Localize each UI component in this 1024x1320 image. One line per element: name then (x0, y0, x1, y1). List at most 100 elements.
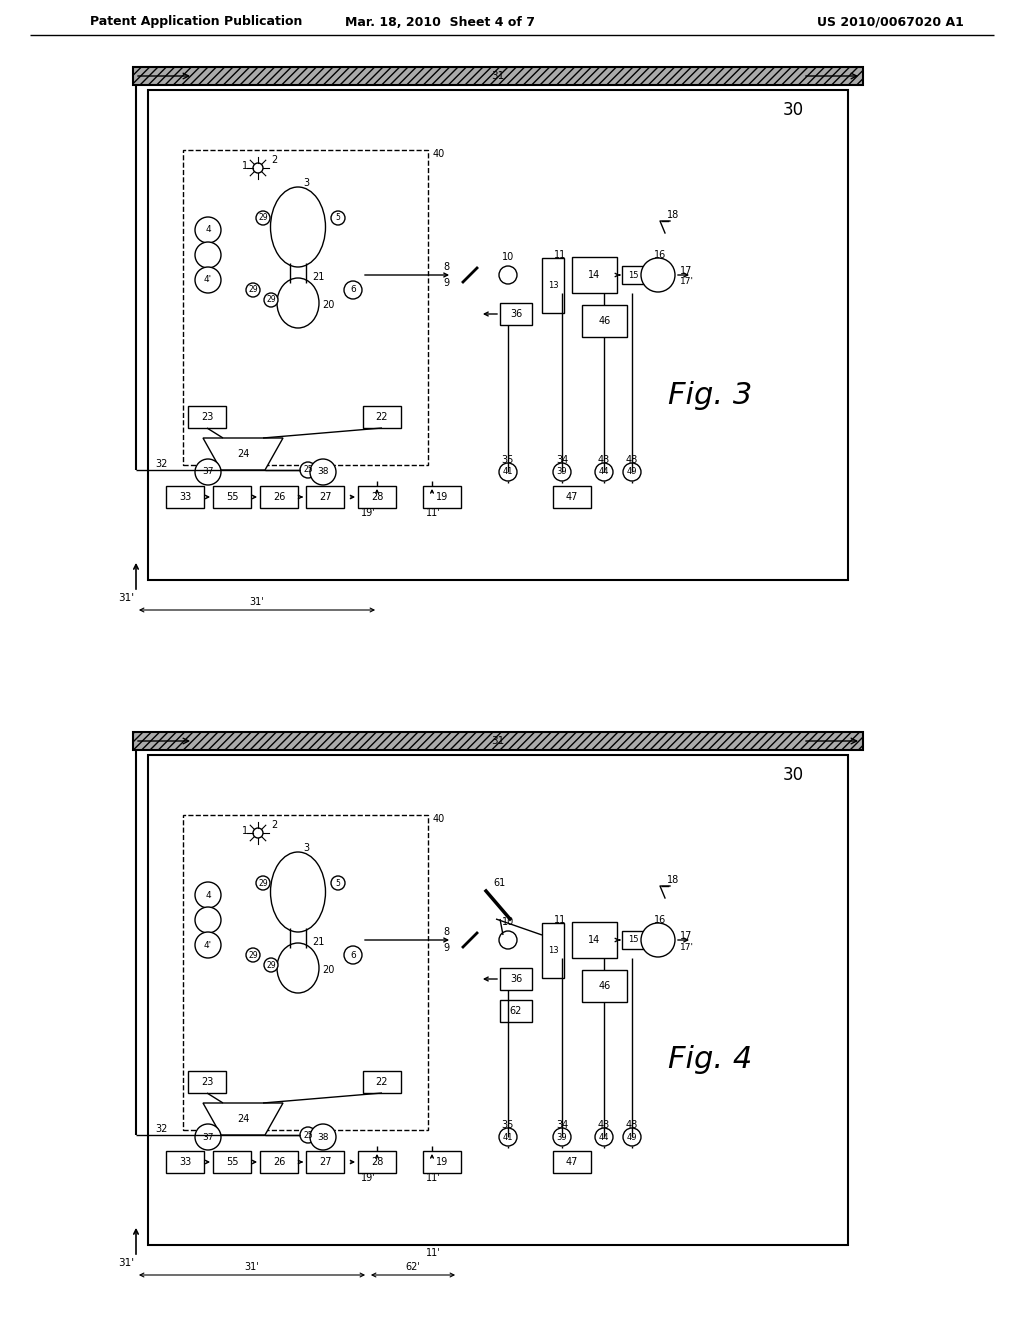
Bar (362, 407, 401, 428)
Text: 20: 20 (322, 965, 334, 975)
Text: 13: 13 (548, 281, 558, 290)
Text: 31': 31' (118, 1258, 134, 1269)
Circle shape (595, 463, 613, 480)
Text: 16: 16 (654, 249, 667, 260)
Text: 29: 29 (248, 950, 258, 960)
Text: 55: 55 (225, 492, 239, 502)
Text: 37: 37 (203, 467, 214, 477)
Text: 18: 18 (667, 210, 679, 220)
Bar (582, 970, 627, 1002)
Text: 61: 61 (494, 878, 506, 888)
Text: 27: 27 (318, 1158, 331, 1167)
Text: 19': 19' (360, 1173, 376, 1183)
Text: 62: 62 (510, 1006, 522, 1016)
Circle shape (246, 948, 260, 962)
Text: 20: 20 (322, 300, 334, 310)
Text: 22: 22 (376, 1077, 388, 1086)
Bar (188, 1071, 226, 1093)
Text: 24: 24 (237, 1114, 249, 1125)
Circle shape (499, 463, 517, 480)
Circle shape (195, 907, 221, 933)
Circle shape (553, 1129, 571, 1146)
Text: 26: 26 (272, 1158, 286, 1167)
Circle shape (499, 267, 517, 284)
Text: 17': 17' (680, 277, 694, 286)
Text: 32: 32 (155, 1125, 167, 1134)
Text: 22: 22 (376, 412, 388, 422)
Text: 55: 55 (225, 1158, 239, 1167)
Circle shape (300, 1127, 316, 1143)
Bar (572, 257, 617, 293)
Bar (423, 486, 461, 508)
Text: 27: 27 (318, 492, 331, 502)
Bar (542, 923, 564, 978)
Text: 2: 2 (271, 820, 278, 830)
Text: 1: 1 (242, 826, 248, 836)
Text: 28: 28 (371, 492, 383, 502)
Text: Mar. 18, 2010  Sheet 4 of 7: Mar. 18, 2010 Sheet 4 of 7 (345, 16, 535, 29)
Circle shape (300, 462, 316, 478)
Circle shape (246, 282, 260, 297)
Text: 31': 31' (245, 1262, 259, 1272)
Text: 30: 30 (782, 766, 804, 784)
Text: 48: 48 (626, 1119, 638, 1130)
Text: 2: 2 (271, 154, 278, 165)
Bar (572, 921, 617, 958)
Bar (622, 931, 644, 949)
Text: 11: 11 (554, 249, 566, 260)
Text: 4': 4' (204, 940, 212, 949)
Circle shape (195, 932, 221, 958)
Text: 15: 15 (628, 271, 638, 280)
Text: 17: 17 (680, 267, 692, 276)
Circle shape (641, 923, 675, 957)
Bar (260, 486, 298, 508)
Text: 24: 24 (237, 449, 249, 459)
Bar (500, 968, 532, 990)
Circle shape (310, 1125, 336, 1150)
Text: 5: 5 (336, 214, 340, 223)
Text: 17': 17' (680, 942, 694, 952)
Text: 47: 47 (566, 1158, 579, 1167)
Circle shape (344, 946, 362, 964)
Circle shape (310, 459, 336, 484)
Text: 31': 31' (250, 597, 264, 607)
Circle shape (256, 876, 270, 890)
Text: 4': 4' (204, 276, 212, 285)
Text: 4: 4 (205, 226, 211, 235)
Bar (553, 486, 591, 508)
Bar (306, 486, 344, 508)
Bar (423, 1151, 461, 1173)
Circle shape (623, 1129, 641, 1146)
Text: 40: 40 (433, 814, 445, 824)
Text: 8: 8 (443, 261, 450, 272)
Circle shape (499, 1129, 517, 1146)
Circle shape (264, 958, 278, 972)
Text: 46: 46 (598, 315, 610, 326)
Circle shape (623, 463, 641, 480)
Circle shape (195, 267, 221, 293)
Bar (553, 1151, 591, 1173)
Text: 26: 26 (272, 492, 286, 502)
Bar (166, 486, 204, 508)
Text: 47: 47 (566, 492, 579, 502)
Text: 11: 11 (554, 915, 566, 925)
Polygon shape (203, 438, 283, 470)
Circle shape (195, 216, 221, 243)
Text: 13: 13 (548, 946, 558, 954)
Bar (133, 67, 863, 84)
Text: 9: 9 (443, 279, 450, 288)
Text: 3: 3 (303, 843, 309, 853)
Text: 10: 10 (502, 917, 514, 927)
Text: 10: 10 (502, 252, 514, 261)
Circle shape (553, 463, 571, 480)
Text: 31: 31 (492, 737, 505, 746)
Text: 5: 5 (336, 879, 340, 887)
Circle shape (195, 242, 221, 268)
Circle shape (331, 876, 345, 890)
Text: 11': 11' (426, 1173, 440, 1183)
Text: 35: 35 (502, 455, 514, 465)
Circle shape (595, 1129, 613, 1146)
Text: 34: 34 (556, 1119, 568, 1130)
Circle shape (344, 281, 362, 300)
Bar (500, 304, 532, 325)
